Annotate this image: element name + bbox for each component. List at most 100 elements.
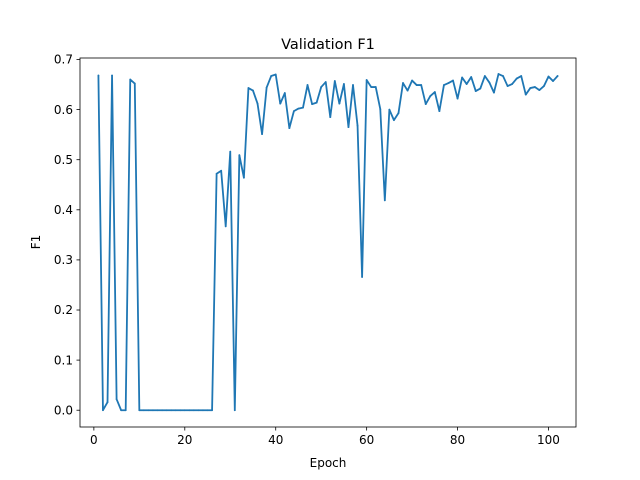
data-point [197,409,200,412]
data-point [483,75,486,77]
data-point [120,409,123,412]
data-point [133,82,136,85]
data-point [147,409,150,412]
data-point [102,409,104,412]
data-point [520,75,523,77]
data-point [211,409,213,412]
data-point [206,409,209,412]
data-point [443,84,445,86]
data-point [270,75,273,77]
data-point [238,154,241,157]
data-points [97,73,559,412]
data-point [320,86,323,88]
data-point [152,409,154,412]
data-point [170,409,173,412]
y-tick-label: 0.7 [54,53,73,67]
data-point [447,82,450,84]
data-point [138,409,141,412]
data-point [438,110,441,113]
data-point [465,83,468,85]
data-point [556,75,559,77]
data-point [293,110,295,113]
data-point [374,86,377,88]
data-point [220,169,223,172]
data-point [365,79,368,81]
data-point [511,83,514,85]
x-tick-label: 0 [90,433,98,447]
data-point [543,85,545,87]
data-point [97,74,100,77]
data-point [552,80,554,82]
data-point [279,102,282,105]
y-tick-label: 0.5 [54,153,73,167]
data-point [324,81,327,83]
x-tick-label: 100 [537,433,560,447]
y-tick-label: 0.1 [54,353,73,367]
data-point [547,75,550,78]
data-point [224,225,227,228]
plot-area [97,73,559,412]
data-point [188,409,191,412]
data-point [474,90,477,92]
data-point [156,409,159,412]
chart-title: Validation F1 [281,37,375,53]
data-point [192,409,195,412]
data-point [302,106,304,109]
data-point [347,126,350,129]
x-axis-label: Epoch [310,456,347,470]
data-point [329,116,332,119]
y-axis-ticks: 0.0 0.1 0.2 0.3 0.4 0.5 0.6 0.7 [54,53,80,417]
data-point [356,124,359,127]
data-point [202,409,204,412]
data-point [397,112,400,115]
data-point [497,73,500,75]
data-point [502,75,504,77]
data-point [338,102,341,105]
data-point [406,89,409,92]
data-point [352,84,354,86]
data-point [533,86,536,88]
x-axis-ticks: 0 20 40 60 80 100 [90,427,560,447]
y-tick-label: 0.3 [54,253,73,267]
data-point [265,86,268,89]
data-point [174,409,177,412]
data-point [470,76,473,78]
data-point [370,86,373,88]
data-point [124,409,127,412]
data-point [456,97,459,100]
axes-frame [79,57,577,428]
data-point [538,89,541,91]
data-point [106,401,109,404]
data-point [515,77,518,80]
data-point [393,119,395,122]
data-point [420,84,423,86]
data-point [424,103,427,105]
data-point [161,409,163,412]
data-point [115,398,118,401]
data-point [179,409,182,412]
data-point [415,84,418,86]
data-point [311,103,313,105]
data-point [388,108,391,111]
data-point [252,89,254,92]
x-tick-label: 20 [177,433,192,447]
y-axis-label: F1 [29,235,43,250]
data-point [165,409,168,412]
x-tick-label: 80 [450,433,465,447]
data-point [383,199,386,202]
data-point [315,101,318,104]
y-tick-label: 0.4 [54,203,73,217]
data-point [274,73,277,76]
data-point [283,92,286,94]
data-point [129,78,132,81]
y-tick-label: 0.0 [54,403,73,417]
data-point [215,172,218,175]
data-point [261,133,263,136]
x-tick-label: 60 [359,433,374,447]
data-point [242,176,245,179]
data-point [247,87,250,89]
data-point [429,95,432,97]
data-point [379,108,382,110]
